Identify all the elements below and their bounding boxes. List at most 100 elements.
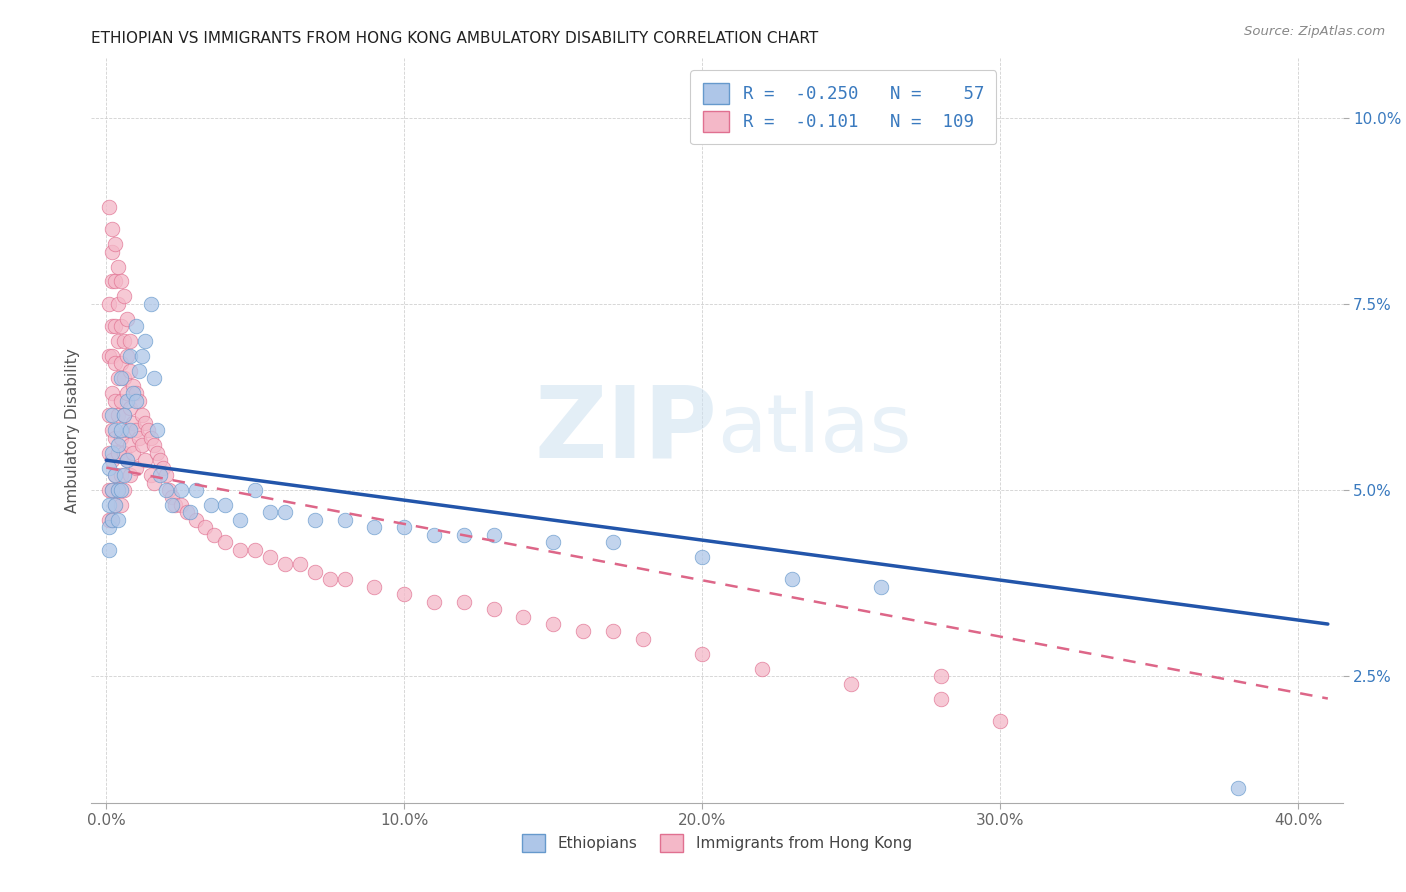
Point (112, 483, 135, 497)
Point (482, 527, 505, 541)
Point (453, 595, 475, 609)
Point (839, 676, 862, 690)
Point (423, 595, 446, 609)
Point (160, 491, 183, 505)
Point (146, 446, 169, 460)
Point (101, 453, 124, 467)
Point (120, 364, 142, 378)
Point (120, 438, 142, 452)
Point (780, 573, 803, 587)
Point (149, 468, 172, 483)
Point (107, 409, 129, 423)
Point (120, 349, 142, 363)
Point (98, 542, 121, 557)
Point (363, 520, 385, 534)
Point (107, 438, 129, 452)
Point (988, 714, 1011, 728)
Point (98, 498, 121, 512)
Point (101, 244, 124, 259)
Point (333, 513, 356, 527)
Point (690, 647, 713, 661)
Point (98, 446, 121, 460)
Point (122, 416, 145, 430)
Point (112, 468, 135, 483)
Text: Source: ZipAtlas.com: Source: ZipAtlas.com (1244, 25, 1385, 38)
Legend: Ethiopians, Immigrants from Hong Kong: Ethiopians, Immigrants from Hong Kong (516, 828, 918, 858)
Point (143, 371, 166, 385)
Point (163, 498, 186, 512)
Point (602, 535, 624, 549)
Point (134, 416, 156, 430)
Point (112, 371, 135, 385)
Point (541, 535, 564, 549)
Point (115, 386, 138, 401)
Point (101, 513, 124, 527)
Point (125, 423, 148, 437)
Text: ZIP: ZIP (534, 382, 717, 479)
Point (110, 356, 132, 370)
Point (139, 431, 162, 445)
Point (128, 393, 150, 408)
Point (139, 297, 162, 311)
Point (112, 446, 135, 460)
Point (136, 423, 159, 437)
Point (112, 289, 135, 303)
Point (115, 423, 138, 437)
Point (115, 453, 138, 467)
Point (631, 632, 654, 646)
Point (512, 609, 534, 624)
Point (143, 438, 166, 452)
Point (1227, 780, 1250, 795)
Point (104, 498, 127, 512)
Point (139, 468, 162, 483)
Point (101, 409, 124, 423)
Point (200, 498, 222, 512)
Point (194, 520, 217, 534)
Point (259, 549, 281, 564)
Y-axis label: Ambulatory Disability: Ambulatory Disability (65, 348, 80, 513)
Point (112, 409, 135, 423)
Point (363, 580, 385, 594)
Point (107, 260, 129, 274)
Point (122, 446, 145, 460)
Point (184, 483, 207, 497)
Point (112, 409, 135, 423)
Point (104, 423, 127, 437)
Point (125, 319, 148, 334)
Point (110, 393, 132, 408)
Point (274, 558, 297, 572)
Point (160, 498, 183, 512)
Point (107, 513, 129, 527)
Point (107, 297, 129, 311)
Point (229, 513, 252, 527)
Point (104, 468, 127, 483)
Point (101, 483, 124, 497)
Point (128, 364, 150, 378)
Point (690, 549, 713, 564)
Point (122, 386, 145, 401)
Point (110, 319, 132, 334)
Point (870, 580, 893, 594)
Point (288, 558, 311, 572)
Point (125, 386, 148, 401)
Point (104, 237, 127, 252)
Point (214, 535, 236, 549)
Point (392, 587, 415, 601)
Point (184, 513, 207, 527)
Point (125, 393, 148, 408)
Point (107, 446, 129, 460)
Point (101, 349, 124, 363)
Point (120, 401, 142, 415)
Point (146, 423, 169, 437)
Point (245, 542, 267, 557)
Point (107, 334, 129, 348)
Point (392, 520, 415, 534)
Point (149, 453, 172, 467)
Point (107, 371, 129, 385)
Point (101, 386, 124, 401)
Text: atlas: atlas (717, 392, 911, 469)
Point (131, 409, 153, 423)
Point (122, 378, 145, 392)
Point (115, 453, 138, 467)
Point (110, 371, 132, 385)
